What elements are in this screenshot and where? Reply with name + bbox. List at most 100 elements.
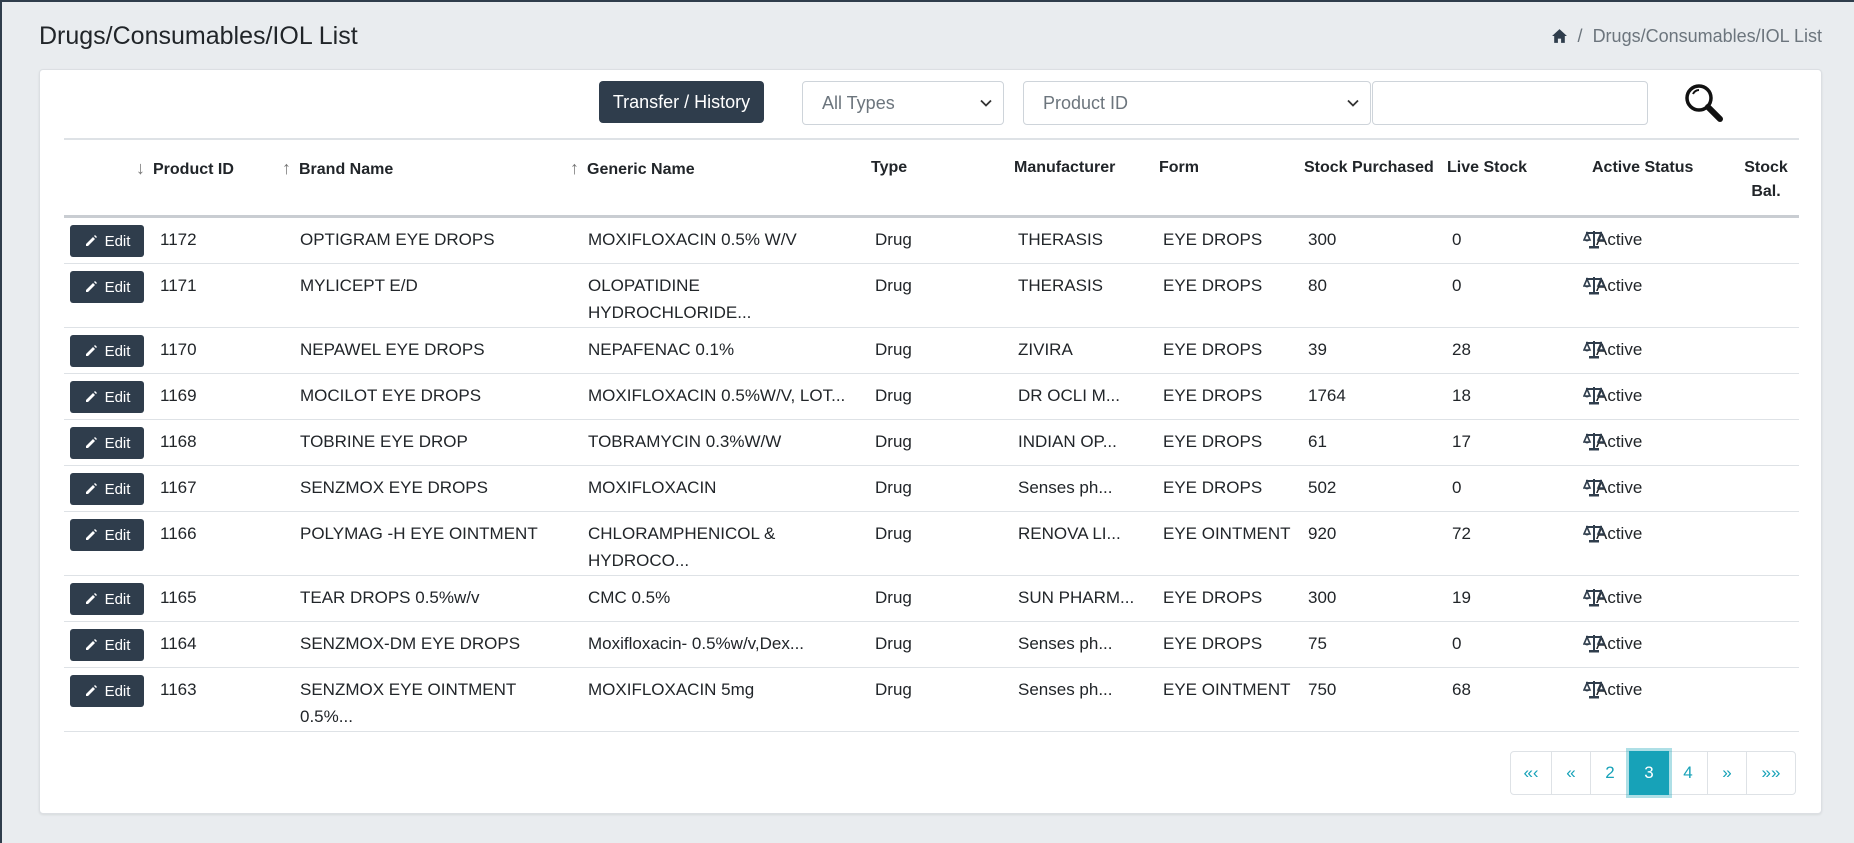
edit-button-label: Edit <box>104 636 131 654</box>
chevron-down-icon <box>980 99 992 107</box>
pencil-icon <box>85 593 97 604</box>
balance-scale-icon[interactable] <box>1583 477 1605 497</box>
cell-live-stock: 72 <box>1452 524 1471 543</box>
th-brand-name[interactable]: ↑ Brand Name <box>282 158 394 178</box>
th-form[interactable]: Form <box>1159 159 1199 176</box>
window-border-left <box>0 0 2 843</box>
cell-type: Drug <box>875 386 912 405</box>
page-item[interactable]: » <box>1707 751 1747 795</box>
page-item[interactable]: 4 <box>1668 751 1708 795</box>
edit-button-label: Edit <box>104 434 131 452</box>
balance-scale-icon[interactable] <box>1583 679 1605 699</box>
th-type[interactable]: Type <box>871 159 908 176</box>
balance-scale-icon[interactable] <box>1583 275 1605 295</box>
cell-active-status: Active <box>1596 432 1643 451</box>
cell-product-id: 1168 <box>160 432 197 451</box>
cell-type: Drug <box>875 230 912 249</box>
page-item[interactable]: »» <box>1746 751 1796 795</box>
th-live-stock[interactable]: Live Stock <box>1447 159 1528 176</box>
pencil-icon <box>85 437 97 448</box>
breadcrumb-current: Drugs/Consumables/IOL List <box>1592 26 1822 46</box>
th-generic-name[interactable]: ↑ Generic Name <box>570 158 695 178</box>
edit-button-label: Edit <box>104 682 131 700</box>
cell-stock-purchased: 1764 <box>1308 386 1346 405</box>
page-item[interactable]: «‹ <box>1510 751 1552 795</box>
cell-form: EYE DROPS <box>1163 478 1263 497</box>
edit-button[interactable]: Edit <box>70 225 144 257</box>
cell-form: EYE DROPS <box>1163 340 1263 359</box>
table-header: ↓ Product ID ↑ Brand Name ↑ Generic Name Ty… <box>64 138 1799 218</box>
toolbar: Transfer / History All Types Product ID <box>40 81 1821 125</box>
edit-button[interactable]: Edit <box>70 473 144 505</box>
cell-manufacturer: DR OCLI M... <box>1018 386 1121 405</box>
pencil-icon <box>85 529 97 540</box>
th-stock-bal[interactable]: Stock Bal. <box>1744 159 1788 200</box>
page-item[interactable]: « <box>1551 751 1591 795</box>
page-item-active[interactable]: 3 <box>1629 751 1669 795</box>
cell-generic-name: CHLORAMPHENICOL & HYDROCO... <box>588 524 776 570</box>
cell-form: EYE OINTMENT <box>1163 680 1291 699</box>
cell-form: EYE OINTMENT <box>1163 524 1291 543</box>
home-icon[interactable] <box>1551 28 1568 45</box>
pencil-icon <box>85 483 97 494</box>
edit-button[interactable]: Edit <box>70 335 144 367</box>
edit-button[interactable]: Edit <box>70 427 144 459</box>
cell-stock-purchased: 502 <box>1308 478 1337 497</box>
type-select[interactable]: All Types <box>802 81 1004 125</box>
cell-manufacturer: RENOVA LI... <box>1018 524 1121 543</box>
table-row: Edit 1171 MYLICEPT E/D OLOPATIDINE HYDROCHLO… <box>64 264 1799 328</box>
cell-brand-name: SENZMOX-DM EYE DROPS <box>300 634 521 653</box>
edit-button[interactable]: Edit <box>70 519 144 551</box>
search-input[interactable] <box>1372 81 1648 125</box>
edit-button[interactable]: Edit <box>70 629 144 661</box>
search-icon[interactable] <box>1682 81 1726 125</box>
th-stock-purchased[interactable]: Stock Purchased <box>1304 159 1434 176</box>
pagination: «‹ «2 3 4»»» <box>1510 751 1796 795</box>
cell-type: Drug <box>875 432 912 451</box>
cell-brand-name: MYLICEPT E/D <box>300 276 418 295</box>
balance-scale-icon[interactable] <box>1583 633 1605 653</box>
table-row: Edit 1164 SENZMOX-DM EYE DROPS Moxifloxacin… <box>64 622 1799 668</box>
edit-button[interactable]: Edit <box>70 583 144 615</box>
transfer-history-button[interactable]: Transfer / History <box>599 81 764 123</box>
cell-generic-name: CMC 0.5% <box>588 588 671 607</box>
breadcrumb-separator: / <box>1577 26 1583 46</box>
cell-active-status: Active <box>1596 634 1643 653</box>
balance-scale-icon[interactable] <box>1583 587 1605 607</box>
sort-asc-icon: ↑ <box>282 158 291 178</box>
cell-type: Drug <box>875 340 912 359</box>
balance-scale-icon[interactable] <box>1583 229 1605 249</box>
edit-button-label: Edit <box>104 232 131 250</box>
cell-live-stock: 19 <box>1452 588 1471 607</box>
cell-manufacturer: THERASIS <box>1018 276 1104 295</box>
window-border-top <box>0 0 1854 2</box>
pencil-icon <box>85 281 97 292</box>
cell-brand-name: SENZMOX EYE OINTMENT 0.5%... <box>300 680 517 726</box>
cell-stock-purchased: 300 <box>1308 230 1337 249</box>
search-field-select[interactable]: Product ID <box>1023 81 1371 125</box>
cell-type: Drug <box>875 588 912 607</box>
cell-active-status: Active <box>1596 524 1643 543</box>
edit-button[interactable]: Edit <box>70 271 144 303</box>
balance-scale-icon[interactable] <box>1583 385 1605 405</box>
edit-button[interactable]: Edit <box>70 381 144 413</box>
th-manufacturer[interactable]: Manufacturer <box>1014 159 1116 176</box>
cell-brand-name: TEAR DROPS 0.5%w/v <box>300 588 480 607</box>
cell-form: EYE DROPS <box>1163 276 1263 295</box>
th-product-id[interactable]: ↓ Product ID <box>136 158 234 178</box>
th-active-status[interactable]: Active Status <box>1592 159 1694 176</box>
balance-scale-icon[interactable] <box>1583 431 1605 451</box>
table-row: Edit 1163 SENZMOX EYE OINTMENT 0.5%... MOXIF… <box>64 668 1799 732</box>
cell-product-id: 1166 <box>160 524 197 543</box>
balance-scale-icon[interactable] <box>1583 523 1605 543</box>
cell-type: Drug <box>875 478 912 497</box>
cell-stock-purchased: 300 <box>1308 588 1337 607</box>
cell-generic-name: TOBRAMYCIN 0.3%W/W <box>588 432 782 451</box>
page-item[interactable]: 2 <box>1590 751 1630 795</box>
balance-scale-icon[interactable] <box>1583 339 1605 359</box>
cell-type: Drug <box>875 524 912 543</box>
cell-brand-name: MOCILOT EYE DROPS <box>300 386 482 405</box>
edit-button[interactable]: Edit <box>70 675 144 707</box>
cell-live-stock: 17 <box>1452 432 1471 451</box>
cell-stock-purchased: 61 <box>1308 432 1327 451</box>
